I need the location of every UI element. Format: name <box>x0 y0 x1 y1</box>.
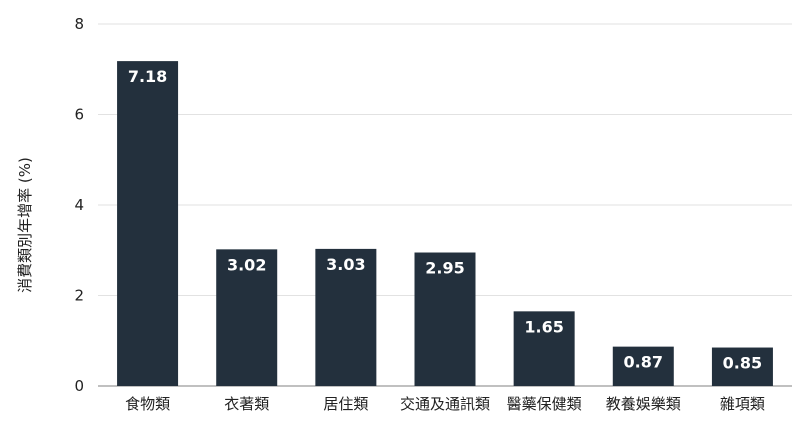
x-category-label: 教養娛樂類 <box>606 395 681 413</box>
bars: 7.18 3.02 3.03 2.95 1.65 0.87 0.85 <box>117 61 773 386</box>
x-category-label: 衣著類 <box>224 395 269 413</box>
bar-value-label: 3.02 <box>227 255 266 274</box>
y-tick-label: 6 <box>74 106 84 124</box>
bar-value-label: 7.18 <box>128 67 167 86</box>
bar <box>612 346 674 386</box>
bar <box>216 249 278 386</box>
bar <box>414 252 476 386</box>
bar-value-label: 1.65 <box>524 317 563 336</box>
bar <box>711 347 773 386</box>
x-category-label: 雜項類 <box>720 395 765 413</box>
bar-value-label: 0.85 <box>723 354 762 373</box>
bar <box>117 61 179 386</box>
y-tick-label: 0 <box>74 377 84 395</box>
y-axis-title: 消費類別年增率 (%) <box>16 157 34 293</box>
y-tick-label: 8 <box>74 15 84 33</box>
y-tick-label: 2 <box>74 287 84 305</box>
bar <box>315 248 377 386</box>
y-axis: 0 2 4 6 8 <box>74 15 84 395</box>
x-category-label: 居住類 <box>323 395 368 413</box>
bar-value-label: 3.03 <box>326 255 365 274</box>
x-category-label: 食物類 <box>125 395 170 413</box>
x-category-label: 醫藥保健類 <box>507 395 582 413</box>
bar-value-label: 0.87 <box>624 353 663 372</box>
x-category-label: 交通及通訊類 <box>400 395 490 413</box>
bar-value-label: 2.95 <box>425 259 464 278</box>
bar <box>513 311 575 386</box>
y-tick-label: 4 <box>74 196 84 214</box>
x-axis: 食物類 衣著類 居住類 交通及通訊類 醫藥保健類 教養娛樂類 雜項類 <box>125 395 765 413</box>
